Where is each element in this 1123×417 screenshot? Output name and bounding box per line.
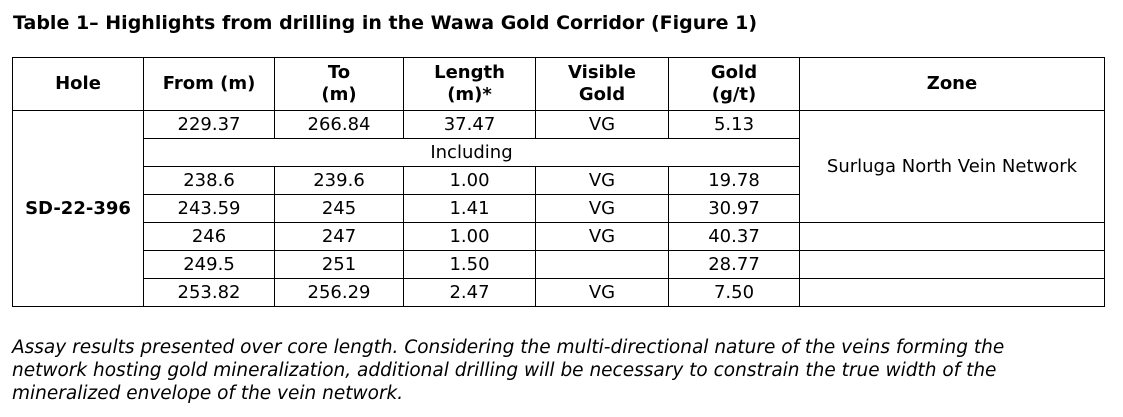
header-hole: Hole (12, 57, 144, 111)
footnote-line: network hosting gold mineralization, add… (12, 360, 997, 381)
from-cell: 246 (143, 222, 275, 251)
header-visible-gold-line2: Gold (578, 84, 626, 105)
from-cell: 253.82 (143, 278, 275, 307)
length-cell: 1.00 (403, 166, 536, 195)
header-from: From (m) (143, 57, 275, 111)
footnote-line: mineralized envelope of the vein network… (12, 383, 404, 404)
header-zone: Zone (799, 57, 1105, 111)
visible-gold-cell (535, 250, 669, 279)
length-cell: 1.50 (403, 250, 536, 279)
to-cell: 256.29 (274, 278, 404, 307)
header-to: To (m) (274, 57, 404, 111)
zone-cell-empty (799, 222, 1105, 251)
footnote-line: Assay results presented over core length… (12, 337, 1005, 358)
length-cell: 37.47 (403, 110, 536, 139)
to-cell: 251 (274, 250, 404, 279)
to-cell: 245 (274, 194, 404, 223)
gold-grade-cell: 7.50 (668, 278, 800, 307)
length-cell: 2.47 (403, 278, 536, 307)
to-cell: 266.84 (274, 110, 404, 139)
header-row: Hole From (m) To (m) Length (m)* Visible… (12, 57, 1105, 111)
gold-grade-cell: 30.97 (668, 194, 800, 223)
table-row: 249.5 251 1.50 28.77 (13, 250, 1105, 279)
zone-cell-empty (799, 250, 1105, 279)
header-visible-gold-line1: Visible (568, 62, 636, 83)
from-cell: 243.59 (143, 194, 275, 223)
gold-grade-cell: 28.77 (668, 250, 800, 279)
table-title: Table 1– Highlights from drilling in the… (13, 12, 758, 34)
table-row: 253.82 256.29 2.47 VG 7.50 (13, 278, 1105, 307)
zone-cell: Surluga North Vein Network (799, 110, 1105, 223)
header-to-line1: To (327, 62, 351, 83)
visible-gold-cell: VG (535, 166, 669, 195)
header-length: Length (m)* (403, 57, 536, 111)
visible-gold-cell: VG (535, 222, 669, 251)
header-gold-line1: Gold (710, 62, 758, 83)
length-cell: 1.00 (403, 222, 536, 251)
visible-gold-cell: VG (535, 278, 669, 307)
header-gold: Gold (g/t) (668, 57, 800, 111)
from-cell: 238.6 (143, 166, 275, 195)
header-visible-gold: Visible Gold (535, 57, 669, 111)
table-row: SD-22-396 229.37 266.84 37.47 VG 5.13 Su… (12, 110, 1105, 307)
header-to-line2: (m) (321, 84, 357, 105)
to-cell: 247 (274, 222, 404, 251)
zone-cell-empty (799, 278, 1105, 307)
to-cell: 239.6 (274, 166, 404, 195)
table-row: 238.6 239.6 1.00 VG 19.78 (13, 166, 1105, 195)
table-footnote: Assay results presented over core length… (12, 336, 1112, 405)
header-gold-line2: (g/t) (711, 84, 757, 105)
visible-gold-cell: VG (535, 194, 669, 223)
header-length-line1: Length (434, 62, 505, 83)
drilling-results-table: Hole From (m) To (m) Length (m)* Visible… (12, 57, 1105, 307)
including-label: Including (143, 138, 800, 167)
length-cell: 1.41 (403, 194, 536, 223)
visible-gold-cell: VG (535, 110, 669, 139)
gold-grade-cell: 5.13 (668, 110, 800, 139)
from-cell: 229.37 (143, 110, 275, 139)
table-row: 243.59 245 1.41 VG 30.97 (13, 194, 1105, 223)
gold-grade-cell: 40.37 (668, 222, 800, 251)
header-length-line2: (m)* (447, 84, 492, 105)
from-cell: 249.5 (143, 250, 275, 279)
gold-grade-cell: 19.78 (668, 166, 800, 195)
including-row: Including (13, 138, 1105, 167)
hole-id-cell: SD-22-396 (12, 110, 144, 307)
table-row: 246 247 1.00 VG 40.37 (13, 222, 1105, 251)
